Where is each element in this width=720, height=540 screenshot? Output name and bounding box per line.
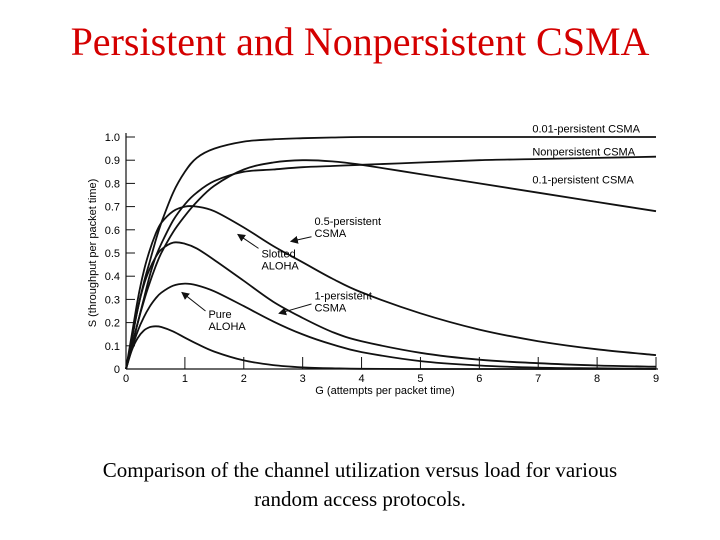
annotation-hundredth: 0.01-persistent CSMA bbox=[532, 123, 640, 135]
annotation-tenth: 0.1-persistent CSMA bbox=[532, 174, 634, 186]
annotation-label-slotted: Slotted ALOHA bbox=[261, 249, 299, 273]
y-tick-label: 0.3 bbox=[105, 294, 120, 306]
series-line-pure bbox=[125, 325, 656, 370]
y-tick-label: 0 bbox=[114, 364, 120, 376]
series-line-nonpersistent bbox=[125, 155, 657, 370]
series-line-hundredth bbox=[125, 136, 656, 370]
series-line-slotted bbox=[125, 282, 657, 370]
annotation-label-tenth: 0.1-persistent CSMA bbox=[532, 174, 634, 186]
y-axis: 0 0.1 0.2 0.3 0.4 0.5 0.6 0.7 0.8 0.9 1.0 bbox=[105, 132, 135, 376]
annotation-arrow-half bbox=[289, 235, 312, 244]
series-line-one bbox=[125, 241, 657, 370]
annotation-half: 0.5-persistent CSMA bbox=[289, 216, 381, 244]
caption-line-2: random access protocols. bbox=[254, 487, 466, 511]
x-tick-label: 6 bbox=[476, 373, 482, 385]
y-tick-label: 0.5 bbox=[105, 248, 120, 260]
series-line-half bbox=[125, 205, 657, 370]
series-line-tenth bbox=[125, 159, 657, 370]
annotation-label-hundredth: 0.01-persistent CSMA bbox=[532, 123, 640, 135]
x-tick-label: 5 bbox=[417, 373, 423, 385]
annotation-label-half: 0.5-persistent CSMA bbox=[314, 216, 381, 240]
annotation-slotted: Slotted ALOHA bbox=[237, 233, 299, 273]
y-axis-title: S (throughput per packet time) bbox=[87, 179, 99, 328]
caption: Comparison of the channel utilization ve… bbox=[30, 456, 690, 514]
y-tick-label: 0.6 bbox=[105, 225, 120, 237]
y-tick-label: 0.7 bbox=[105, 202, 120, 214]
y-tick-label: 1.0 bbox=[105, 132, 120, 144]
annotation-label-one: 1-persistent CSMA bbox=[314, 290, 371, 314]
annotation-layer: 0.01-persistent CSMA Nonpersistent CSMA 0.… bbox=[181, 123, 641, 333]
y-tick-label: 0.1 bbox=[105, 341, 120, 353]
x-axis: 0 1 2 3 4 5 6 7 8 9 bbox=[123, 357, 659, 385]
x-tick-label: 8 bbox=[594, 373, 600, 385]
annotation-arrow-pure bbox=[181, 291, 206, 312]
annotation-label-nonpersistent: Nonpersistent CSMA bbox=[532, 147, 635, 159]
annotation-pure: Pure ALOHA bbox=[181, 291, 246, 333]
x-tick-label: 1 bbox=[182, 373, 188, 385]
slide-title: Persistent and Nonpersistent CSMA bbox=[70, 19, 650, 64]
caption-line-1: Comparison of the channel utilization ve… bbox=[102, 458, 618, 482]
x-tick-label: 0 bbox=[123, 373, 129, 385]
x-tick-label: 4 bbox=[358, 373, 364, 385]
annotation-label-pure: Pure ALOHA bbox=[208, 309, 246, 333]
y-tick-label: 0.2 bbox=[105, 318, 120, 330]
x-tick-label: 2 bbox=[241, 373, 247, 385]
annotation-nonpersistent: Nonpersistent CSMA bbox=[532, 147, 635, 159]
y-tick-label: 0.9 bbox=[105, 155, 120, 167]
x-tick-label: 9 bbox=[653, 373, 659, 385]
x-tick-label: 3 bbox=[300, 373, 306, 385]
y-tick-label: 0.8 bbox=[105, 178, 120, 190]
annotation-one: 1-persistent CSMA bbox=[278, 290, 372, 316]
annotation-arrow-one bbox=[278, 303, 312, 316]
x-axis-title: G (attempts per packet time) bbox=[315, 385, 454, 397]
x-tick-label: 7 bbox=[535, 373, 541, 385]
y-tick-label: 0.4 bbox=[105, 271, 120, 283]
series-layer bbox=[125, 136, 657, 370]
annotation-arrow-slotted bbox=[237, 233, 259, 249]
